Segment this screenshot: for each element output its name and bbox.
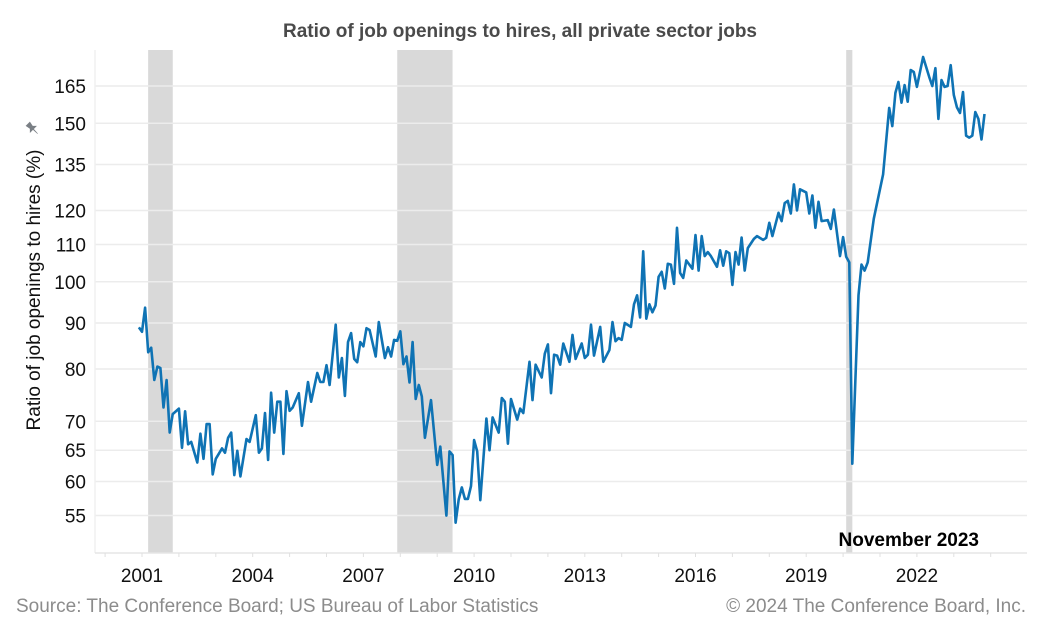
y-tick-label: 80 — [65, 360, 86, 381]
y-tick-label: 90 — [65, 314, 86, 335]
x-tick-label: 2016 — [674, 566, 716, 587]
y-tick-label: 70 — [65, 412, 86, 433]
gridlines — [94, 50, 1027, 553]
y-tick-label: 120 — [54, 202, 86, 223]
series-line — [137, 55, 986, 524]
x-tick-label: 2001 — [121, 566, 163, 587]
y-tick-label: 55 — [65, 507, 86, 528]
x-tick-label: 2013 — [564, 566, 606, 587]
x-tick-label: 2019 — [785, 566, 827, 587]
x-tick-label: 2022 — [896, 566, 938, 587]
y-axis-ticks: 55 60 65 70 80 90 100 110 120 135 150 165 — [54, 77, 86, 528]
x-tick-label: 2010 — [453, 566, 495, 587]
x-axis-ticks: 2001 2004 2007 2010 2013 2016 2019 2022 — [104, 553, 992, 587]
y-tick-label: 135 — [54, 155, 86, 176]
y-axis-label: Ratio of job openings to hires (%) — [24, 150, 45, 431]
y-tick-label: 60 — [65, 473, 86, 494]
y-tick-label: 150 — [54, 114, 86, 135]
source-note: Source: The Conference Board; US Bureau … — [16, 596, 538, 617]
recession-bands — [148, 50, 853, 553]
pin-icon[interactable] — [24, 120, 41, 137]
y-tick-label: 165 — [54, 77, 86, 98]
y-tick-label: 110 — [56, 236, 86, 257]
latest-date-annotation: November 2023 — [839, 530, 979, 551]
recession-band — [148, 50, 173, 553]
y-tick-label: 65 — [65, 441, 86, 462]
copyright-note: © 2024 The Conference Board, Inc. — [726, 596, 1026, 617]
data-points — [138, 56, 985, 523]
chart-title: Ratio of job openings to hires, all priv… — [283, 21, 757, 42]
x-tick-label: 2007 — [342, 566, 384, 587]
x-tick-label: 2004 — [232, 566, 275, 587]
y-tick-label: 100 — [54, 273, 86, 294]
